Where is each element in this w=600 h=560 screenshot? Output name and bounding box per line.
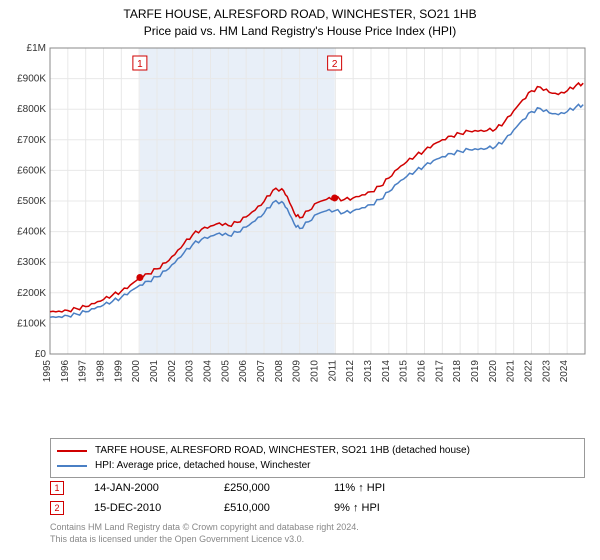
- svg-text:£200K: £200K: [17, 288, 46, 299]
- legend-row-hpi: HPI: Average price, detached house, Winc…: [57, 458, 578, 473]
- sale-pct-1: 11% ↑ HPI: [334, 482, 434, 494]
- svg-text:2018: 2018: [452, 360, 463, 383]
- svg-text:2: 2: [332, 59, 338, 70]
- footer-line-1: Contains HM Land Registry data © Crown c…: [50, 522, 359, 534]
- legend-label-property: TARFE HOUSE, ALRESFORD ROAD, WINCHESTER,…: [95, 445, 470, 456]
- svg-text:2021: 2021: [506, 360, 517, 383]
- svg-text:2007: 2007: [256, 360, 267, 383]
- title-line-2: Price paid vs. HM Land Registry's House …: [0, 23, 600, 40]
- svg-text:£600K: £600K: [17, 165, 46, 176]
- sale-price-1: £250,000: [224, 482, 334, 494]
- svg-text:2015: 2015: [399, 360, 410, 383]
- svg-text:£400K: £400K: [17, 227, 46, 238]
- svg-text:1999: 1999: [113, 360, 124, 383]
- legend-swatch-property: [57, 450, 87, 452]
- svg-text:2019: 2019: [470, 360, 481, 383]
- sale-badge-2: 2: [50, 501, 64, 515]
- svg-text:2009: 2009: [292, 360, 303, 383]
- svg-text:1997: 1997: [78, 360, 89, 383]
- chart-title: TARFE HOUSE, ALRESFORD ROAD, WINCHESTER,…: [0, 0, 600, 40]
- svg-text:2013: 2013: [363, 360, 374, 383]
- svg-text:2003: 2003: [185, 360, 196, 383]
- svg-text:2016: 2016: [417, 360, 428, 383]
- svg-text:2012: 2012: [345, 360, 356, 383]
- sale-badge-1: 1: [50, 481, 64, 495]
- title-line-1: TARFE HOUSE, ALRESFORD ROAD, WINCHESTER,…: [0, 6, 600, 23]
- svg-text:2022: 2022: [524, 360, 535, 383]
- legend-label-hpi: HPI: Average price, detached house, Winc…: [95, 460, 311, 471]
- legend: TARFE HOUSE, ALRESFORD ROAD, WINCHESTER,…: [50, 438, 585, 478]
- sale-price-2: £510,000: [224, 502, 334, 514]
- svg-text:2008: 2008: [274, 360, 285, 383]
- svg-text:2006: 2006: [238, 360, 249, 383]
- svg-text:£0: £0: [35, 349, 47, 360]
- svg-text:1995: 1995: [42, 360, 53, 383]
- svg-text:1: 1: [137, 59, 143, 70]
- svg-text:2001: 2001: [149, 360, 160, 383]
- svg-text:1996: 1996: [60, 360, 71, 383]
- legend-row-property: TARFE HOUSE, ALRESFORD ROAD, WINCHESTER,…: [57, 443, 578, 458]
- svg-text:£700K: £700K: [17, 135, 46, 146]
- svg-text:2017: 2017: [434, 360, 445, 383]
- svg-text:2002: 2002: [167, 360, 178, 383]
- legend-swatch-hpi: [57, 465, 87, 467]
- sale-date-2: 15-DEC-2010: [94, 502, 224, 514]
- svg-text:£800K: £800K: [17, 104, 46, 115]
- svg-text:2005: 2005: [220, 360, 231, 383]
- sale-pct-2: 9% ↑ HPI: [334, 502, 434, 514]
- footer-line-2: This data is licensed under the Open Gov…: [50, 534, 359, 546]
- price-chart: £0£100K£200K£300K£400K£500K£600K£700K£80…: [50, 44, 585, 404]
- svg-text:2011: 2011: [327, 360, 338, 382]
- svg-text:2010: 2010: [310, 360, 321, 383]
- svg-text:£100K: £100K: [17, 318, 46, 329]
- svg-text:£300K: £300K: [17, 257, 46, 268]
- svg-text:1998: 1998: [96, 360, 107, 383]
- svg-text:2014: 2014: [381, 360, 392, 383]
- svg-text:£500K: £500K: [17, 196, 46, 207]
- svg-text:£900K: £900K: [17, 74, 46, 85]
- svg-text:2020: 2020: [488, 360, 499, 383]
- svg-text:2000: 2000: [131, 360, 142, 383]
- svg-text:2024: 2024: [559, 360, 570, 383]
- sale-row-1: 1 14-JAN-2000 £250,000 11% ↑ HPI: [50, 478, 434, 498]
- svg-text:£1M: £1M: [27, 43, 46, 54]
- sale-markers-table: 1 14-JAN-2000 £250,000 11% ↑ HPI 2 15-DE…: [50, 478, 434, 518]
- attribution-footer: Contains HM Land Registry data © Crown c…: [50, 522, 359, 545]
- sale-date-1: 14-JAN-2000: [94, 482, 224, 494]
- svg-text:2004: 2004: [203, 360, 214, 383]
- svg-text:2023: 2023: [541, 360, 552, 383]
- sale-row-2: 2 15-DEC-2010 £510,000 9% ↑ HPI: [50, 498, 434, 518]
